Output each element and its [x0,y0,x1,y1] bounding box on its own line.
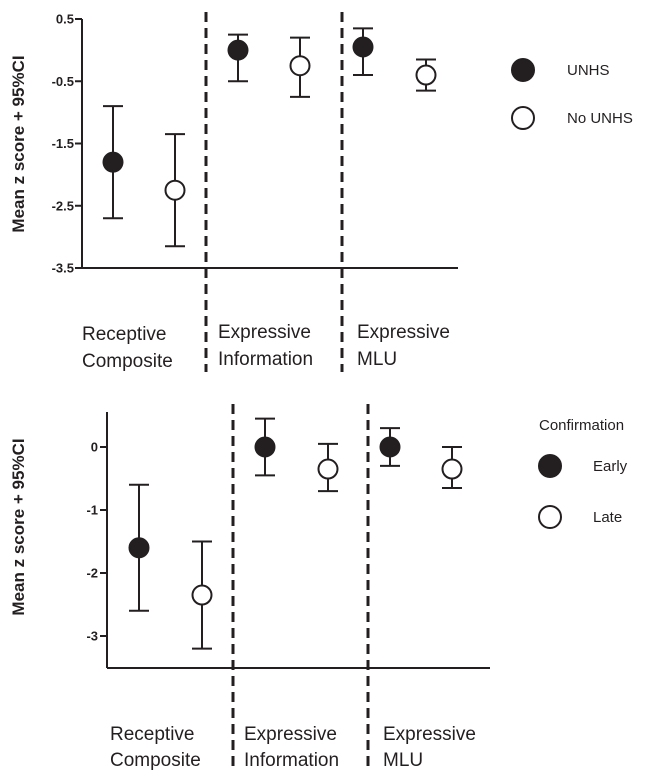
data-point-marker [191,584,213,606]
y-tick-label: -1.5 [52,136,74,151]
data-point-marker [102,151,124,173]
category-label-line1: Expressive [244,724,337,745]
y-ticks: 0.5 -0.5 -1.5 -2.5 -3.5 [52,12,82,276]
y-tick-label: -3.5 [52,261,74,276]
category-label-line1: Receptive [82,324,167,345]
legend-label: UNHS [567,62,610,79]
data-points [128,417,463,650]
panel-confirmation: Mean z score + 95%CI 0 -1 -2 -3 Receptive Co… [9,404,628,771]
category-label-line1: Expressive [218,322,311,343]
data-point-marker [352,36,374,58]
data-point-marker [164,179,186,201]
legend-label: Late [593,509,622,526]
y-tick-label: -2.5 [52,198,74,213]
category-label-line2: Information [244,750,339,771]
legend-marker [538,454,562,478]
legend-marker [538,505,562,529]
y-axis-label: Mean z score + 95%CI [9,55,28,232]
legend-label: Early [593,458,628,475]
y-tick-label: -2 [86,566,98,581]
y-tick-label: -0.5 [52,74,74,89]
data-point-marker [441,458,463,480]
legend-title: Confirmation [539,417,624,434]
category-label-line1: Receptive [110,724,195,745]
y-ticks: 0 -1 -2 -3 [86,440,107,644]
data-point-marker [289,55,311,77]
legend-label: No UNHS [567,110,633,127]
data-point-marker [254,436,276,458]
category-label-line2: MLU [383,750,423,771]
legend-marker [511,58,535,82]
data-point-marker [317,458,339,480]
category-labels: Receptive Composite Expressive Information E… [82,322,450,372]
data-point-marker [227,39,249,61]
category-label-line2: Information [218,349,313,370]
y-tick-label: -1 [86,503,98,518]
y-axis-label: Mean z score + 95%CI [9,438,28,615]
category-label-line1: Expressive [357,322,450,343]
category-label-line2: MLU [357,349,397,370]
legend: UNHS No UNHS [511,58,633,130]
data-point-marker [415,64,437,86]
data-points [102,27,437,248]
data-point-marker [379,436,401,458]
category-label-line1: Expressive [383,724,476,745]
data-point-marker [128,537,150,559]
category-label-line2: Composite [82,351,173,372]
legend: Confirmation Early Late [538,417,628,529]
category-label-line2: Composite [110,750,201,771]
legend-marker [511,106,535,130]
y-tick-label: 0.5 [56,12,74,27]
y-tick-label: 0 [91,440,98,455]
category-labels: Receptive Composite Expressive Information E… [110,724,476,771]
panel-unhs: Mean z score + 95%CI 0.5 -0.5 -1.5 -2.5 -3.5… [9,12,633,372]
y-tick-label: -3 [86,629,98,644]
